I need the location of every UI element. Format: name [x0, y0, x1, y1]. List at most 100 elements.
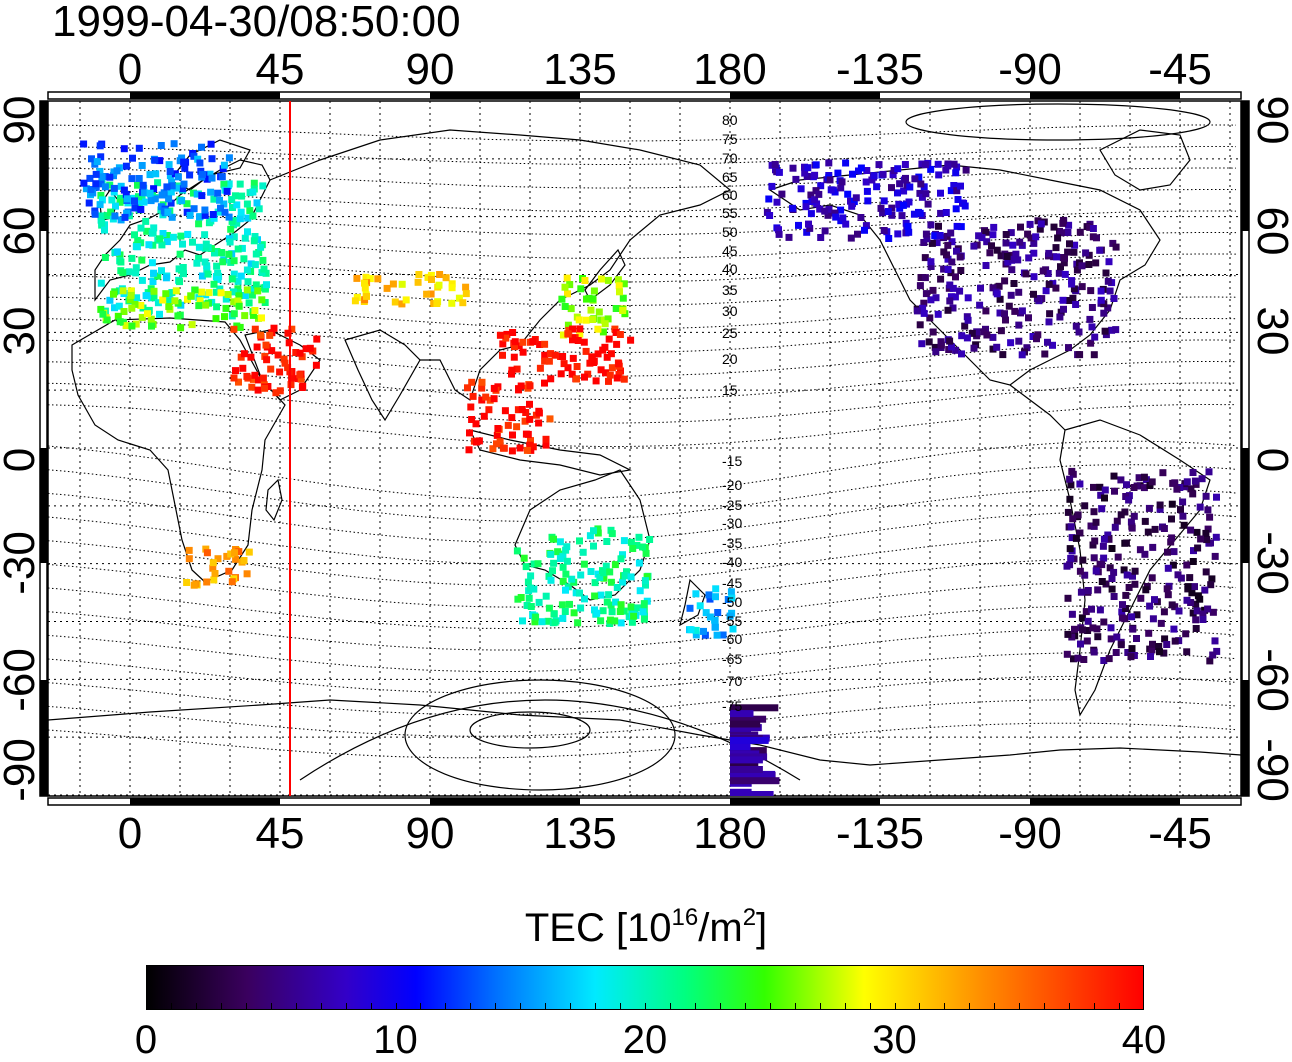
- tec-cell: [111, 212, 119, 220]
- tec-cell: [547, 550, 555, 558]
- tec-cell: [1076, 228, 1084, 236]
- tec-cell: [1081, 571, 1089, 579]
- tec-cell: [97, 305, 105, 313]
- tec-cell: [132, 320, 140, 328]
- contour-line: [48, 464, 1237, 522]
- tec-cell: [526, 441, 534, 449]
- tec-cell: [88, 155, 95, 163]
- tec-cell: [922, 230, 930, 238]
- tec-cell: [1087, 287, 1095, 295]
- tec-cell: [1077, 640, 1084, 648]
- tec-cell: [97, 212, 105, 220]
- tec-cell: [1018, 351, 1026, 359]
- tec-cell: [613, 584, 621, 591]
- tec-cell: [617, 601, 625, 609]
- tec-cell: [607, 350, 615, 358]
- tec-cell: [178, 197, 186, 204]
- tec-cell: [1030, 290, 1037, 298]
- tec-cell: [229, 204, 236, 211]
- tec-cell: [1092, 567, 1100, 575]
- tec-cell: [895, 200, 903, 208]
- tec-cell: [98, 196, 106, 204]
- colorbar-minor-tick: [270, 1003, 272, 1010]
- tec-cell: [250, 237, 258, 245]
- tec-cell: [601, 320, 609, 328]
- tec-cell: [186, 171, 194, 179]
- tec-cell: [1186, 574, 1194, 582]
- tec-cell: [117, 182, 125, 190]
- tec-cell: [817, 234, 825, 241]
- tec-cell: [196, 297, 204, 305]
- tec-cell: [1049, 341, 1056, 349]
- tec-cell: [493, 440, 500, 448]
- contour-line: [48, 582, 1237, 629]
- colorbar-minor-tick: [994, 1003, 996, 1010]
- tec-cell: [1100, 535, 1108, 543]
- tec-cell: [1025, 314, 1032, 322]
- coast-central-america: [1009, 384, 1066, 431]
- tec-cell: [158, 241, 166, 249]
- tec-cell: [1173, 485, 1181, 493]
- tec-cell: [917, 274, 925, 281]
- tec-cell: [97, 180, 105, 188]
- tec-cell: [270, 324, 278, 332]
- tec-cell: [976, 301, 984, 309]
- colorbar-minor-tick: [1069, 1003, 1071, 1010]
- tec-cell: [837, 184, 845, 192]
- tec-cell: [1071, 625, 1078, 633]
- tec-cell: [616, 608, 624, 615]
- plot-title: 1999-04-30/08:50:00: [52, 0, 461, 46]
- tec-cell: [531, 618, 539, 626]
- tec-cell: [1056, 313, 1064, 321]
- tec-cell: [1167, 538, 1175, 546]
- tec-cell: [635, 559, 643, 567]
- tec-cell: [132, 269, 140, 277]
- tec-cell: [245, 299, 253, 307]
- tec-cell: [254, 287, 262, 295]
- tec-cell: [1045, 249, 1053, 257]
- tec-cell: [1209, 608, 1217, 616]
- tec-cell: [165, 195, 173, 203]
- tec-cell: [568, 575, 576, 583]
- tec-cell: [807, 210, 815, 218]
- tec-cell: [901, 161, 909, 168]
- tec-cell: [619, 307, 627, 314]
- tec-cell: [789, 204, 796, 212]
- tec-cell: [98, 219, 106, 227]
- tec-cell: [1163, 641, 1171, 648]
- tec-cell: [1192, 600, 1200, 608]
- tec-cell: [1079, 556, 1087, 564]
- tec-cell: [119, 287, 127, 295]
- tec-cell: [831, 209, 839, 217]
- tec-cell: [562, 586, 569, 594]
- tec-cell: [692, 631, 700, 639]
- tec-cell: [1146, 602, 1154, 610]
- tec-cell: [816, 205, 824, 213]
- tec-cell: [1207, 539, 1214, 547]
- tec-cell: [621, 572, 629, 579]
- tec-cell: [541, 379, 548, 387]
- tec-cell: [255, 376, 262, 384]
- tec-cell: [128, 175, 136, 183]
- tec-cell: [582, 316, 590, 324]
- tec-cell: [1202, 492, 1210, 500]
- tec-cell: [608, 530, 616, 538]
- tec-cell: [198, 143, 205, 151]
- tec-cell: [599, 328, 607, 336]
- tec-cell: [929, 328, 937, 336]
- tec-cell: [92, 180, 100, 188]
- tec-cell: [576, 330, 584, 338]
- tec-cell: [284, 364, 292, 372]
- tec-cell: [1016, 238, 1024, 246]
- tec-cell: [515, 342, 523, 350]
- tec-cell: [292, 349, 300, 356]
- contour-label: 20: [722, 351, 738, 367]
- tec-cell: [526, 400, 533, 408]
- tec-cell: [542, 592, 550, 600]
- tec-cell: [1179, 512, 1187, 520]
- tec-cell: [1022, 270, 1030, 278]
- tec-cell: [230, 270, 238, 278]
- tec-cell: [235, 548, 243, 556]
- tec-cell: [627, 336, 635, 344]
- tec-cell: [527, 437, 534, 445]
